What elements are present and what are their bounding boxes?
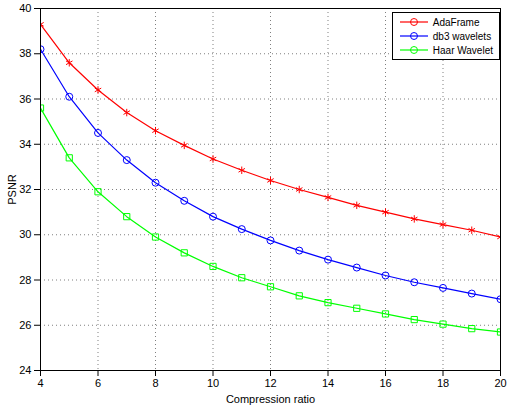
svg-text:Compression ratio: Compression ratio bbox=[226, 393, 315, 405]
svg-text:12: 12 bbox=[264, 377, 276, 389]
svg-text:16: 16 bbox=[379, 377, 391, 389]
svg-text:24: 24 bbox=[19, 364, 31, 376]
svg-text:4: 4 bbox=[37, 377, 43, 389]
html-text:db3 wavelets: db3 wavelets bbox=[432, 30, 492, 42]
svg-text:30: 30 bbox=[19, 228, 31, 240]
svg-text:32: 32 bbox=[19, 183, 31, 195]
svg-text:34: 34 bbox=[19, 138, 31, 150]
svg-text:26: 26 bbox=[19, 319, 31, 331]
svg-text:10: 10 bbox=[207, 377, 219, 389]
svg-text:8: 8 bbox=[152, 377, 158, 389]
html-text:AdaFrame: AdaFrame bbox=[432, 16, 480, 28]
svg-text:18: 18 bbox=[437, 377, 449, 389]
svg-text:20: 20 bbox=[494, 377, 506, 389]
svg-text:40: 40 bbox=[19, 2, 31, 14]
svg-text:14: 14 bbox=[322, 377, 334, 389]
svg-text:38: 38 bbox=[19, 47, 31, 59]
svg-text:36: 36 bbox=[19, 93, 31, 105]
html-text:Haar Wavelet: Haar Wavelet bbox=[432, 44, 493, 56]
svg-text:6: 6 bbox=[95, 377, 101, 389]
svg-text:28: 28 bbox=[19, 274, 31, 286]
svg-text:PSNR: PSNR bbox=[6, 174, 18, 205]
